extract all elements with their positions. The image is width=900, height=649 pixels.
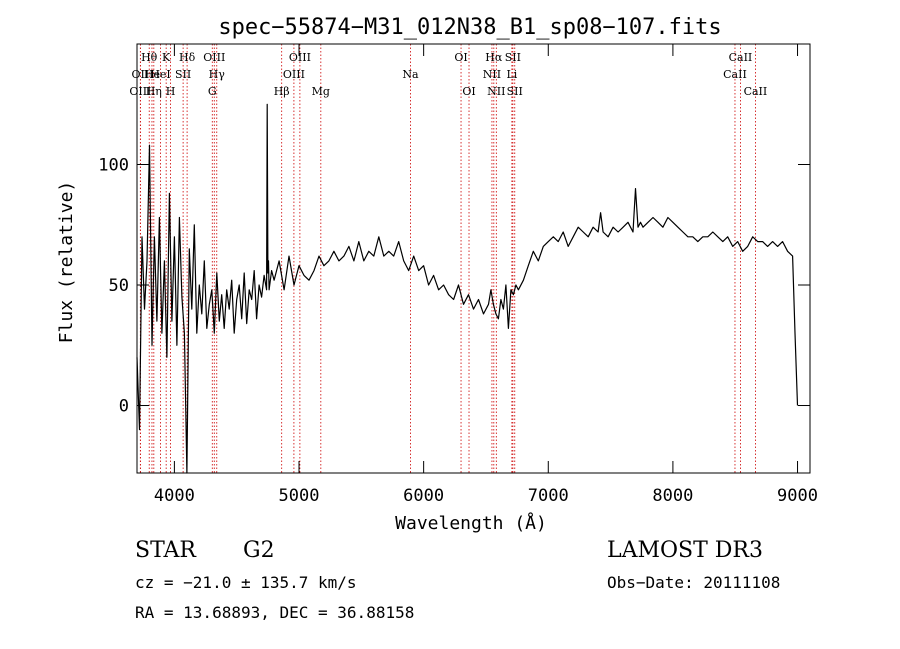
marker-label-23: SII [505,51,521,64]
marker-label-26: CaII [723,68,747,81]
y-axis-label: Flux (relative) [56,181,77,344]
survey-name: LAMOST DR3 [607,538,763,563]
marker-label-18: OI [454,51,467,64]
x-tick-label-0: 4000 [154,486,195,506]
emission-line-markers [139,44,756,473]
marker-label-14: OIII [283,68,305,81]
x-tick-label-1: 5000 [279,486,320,506]
marker-label-1: OIII [129,85,151,98]
redshift-velocity: cz = −21.0 ± 135.7 km/s [135,573,357,592]
y-tick-label-0: 0 [119,397,129,417]
marker-label-11: Hγ [209,68,226,81]
x-axis-ticks: 4000 5000 6000 7000 8000 9000 [154,44,818,506]
marker-label-6: HeI [150,68,170,81]
x-tick-label-2: 6000 [403,486,444,506]
marker-label-2: Hθ [141,51,158,64]
marker-label-3: He [144,68,160,81]
y-tick-label-2: 100 [98,156,129,176]
marker-label-20: Hα [485,51,503,64]
marker-label-5: K [162,51,171,64]
x-axis-label: Wavelength (Å) [395,512,547,534]
marker-label-0: OII [132,68,150,81]
x-tick-label-5: 9000 [777,486,818,506]
marker-label-25: SII [507,85,523,98]
ra-dec-coordinates: RA = 13.68893, DEC = 36.88158 [135,603,415,622]
plot-frame [136,43,811,474]
x-tick-label-4: 8000 [652,486,693,506]
marker-label-9: Hδ [179,51,196,64]
x-tick-label-3: 7000 [528,486,569,506]
marker-label-12: G [208,85,217,98]
emission-line-labels: OII OIII Hθ He Hη K HeI H SII Hδ OIII Hγ G Hβ OIII OIII… [129,51,767,98]
marker-label-10: OIII [203,51,225,64]
marker-label-16: Mg [312,85,330,98]
marker-label-15: OIII [289,51,311,64]
marker-label-19: OI [462,85,475,98]
marker-label-17: Na [402,68,419,81]
object-class: STAR [135,538,196,563]
observation-date: Obs−Date: 20111108 [607,573,781,592]
y-axis-ticks: 0 50 100 [98,156,810,417]
marker-label-4: Hη [146,85,162,98]
marker-label-28: CaII [744,85,768,98]
marker-label-8: SII [175,68,191,81]
marker-label-7: H [166,85,176,98]
marker-label-22: NII [487,85,505,98]
object-subclass: G2 [243,538,275,563]
marker-label-21: NII [483,68,501,81]
marker-label-27: CaII [729,51,753,64]
flux-series-line [136,103,799,474]
marker-label-13: Hβ [274,85,290,98]
chart-title: spec−55874−M31_012N38_B1_sp08−107.fits [218,15,721,40]
y-tick-label-1: 50 [109,276,129,296]
marker-label-24: Li [506,68,517,81]
